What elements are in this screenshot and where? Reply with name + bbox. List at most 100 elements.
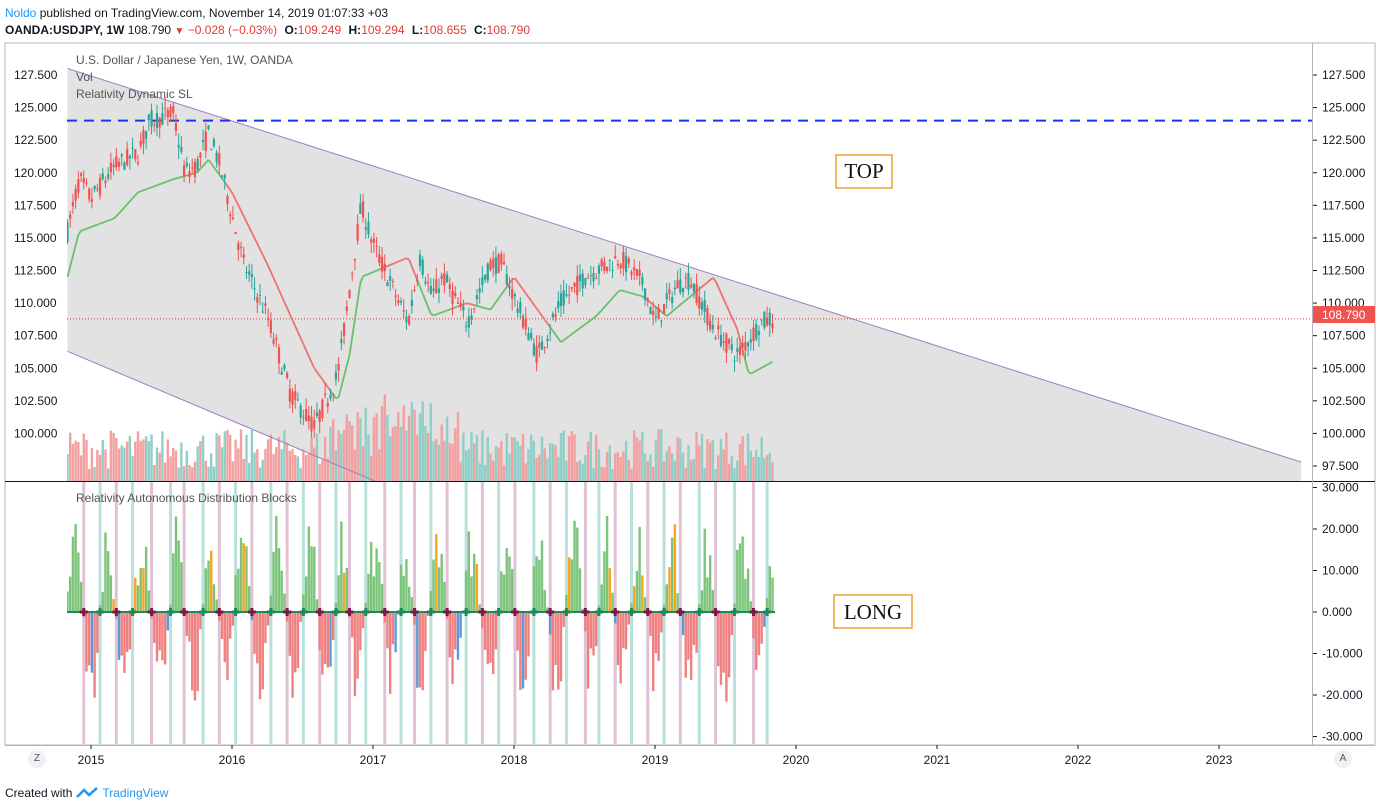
volume-bar — [326, 458, 330, 481]
time-axis[interactable]: 2015 2016 2017 2018 2019 2020 2021 2022 2023 — [78, 745, 1233, 767]
candle-body — [565, 293, 568, 296]
long-signal-marker — [594, 608, 603, 616]
candle-body — [367, 221, 370, 235]
histogram-bar — [622, 612, 625, 648]
sl-segment — [213, 166, 218, 172]
sl-segment — [278, 289, 283, 297]
volume-bar — [489, 453, 492, 481]
histogram-bar — [275, 515, 278, 612]
sl-segment — [530, 300, 535, 306]
candle-body — [223, 175, 226, 179]
volume-bar — [142, 439, 145, 481]
auto-scale-button[interactable]: A — [1334, 750, 1352, 768]
histogram-bar — [326, 612, 330, 668]
sl-segment — [229, 189, 234, 195]
sl-segment — [747, 370, 752, 375]
sl-segment — [476, 304, 480, 308]
indicator-tick-label: 0.000 — [1322, 605, 1352, 619]
volume-bar — [174, 450, 178, 481]
histogram-bar — [161, 612, 164, 661]
candle-body — [191, 167, 194, 169]
volume-bar — [199, 441, 202, 481]
histogram-bar — [210, 550, 213, 612]
zoom-button[interactable]: Z — [28, 750, 46, 768]
candle-body — [226, 196, 229, 205]
candle-body — [692, 283, 695, 292]
candle-body — [443, 273, 446, 286]
candle-body — [210, 149, 213, 151]
channel-fill — [67, 68, 1302, 481]
indicator-axis[interactable]: 30.000 20.000 10.000 0.000 -10.000 -20.000 -30… — [1313, 481, 1363, 744]
candle-body — [305, 409, 308, 422]
sl-segment — [167, 179, 171, 183]
candle-body — [310, 416, 313, 432]
volume-bar — [763, 457, 766, 481]
candle-body — [123, 162, 126, 170]
volume-bar — [725, 432, 728, 481]
candle-body — [286, 372, 289, 379]
candle-body — [397, 300, 400, 304]
author-link[interactable]: Noldo — [5, 6, 37, 20]
sl-segment — [134, 191, 139, 196]
volume-bar — [757, 457, 761, 481]
volume-bar — [242, 458, 245, 481]
support-trendline[interactable] — [67, 350, 432, 505]
candles — [67, 96, 774, 438]
volume-bar — [228, 434, 232, 481]
long-annotation[interactable]: LONG — [833, 594, 913, 629]
volume-bar — [93, 467, 96, 481]
candle-body — [440, 275, 443, 280]
short-signal-marker — [546, 608, 555, 616]
volume-bar — [161, 431, 164, 481]
long-signal-marker — [627, 608, 636, 616]
volume-bar — [532, 440, 536, 481]
candle-body — [467, 316, 470, 328]
sl-segment — [636, 293, 640, 297]
histogram-bar — [437, 567, 441, 612]
volume-bar — [616, 451, 620, 481]
sl-segment — [766, 362, 771, 366]
histogram-bar — [475, 564, 479, 612]
histogram-bar — [67, 591, 69, 612]
histogram-bar — [510, 568, 514, 612]
histogram-bar — [611, 592, 614, 612]
histogram-bar — [407, 586, 411, 612]
candle-body — [549, 332, 552, 334]
sl-segment — [240, 210, 245, 217]
candle-body — [540, 341, 544, 350]
volume-bar — [302, 449, 305, 481]
candle-body — [600, 259, 603, 267]
candle-body — [193, 162, 197, 178]
candle-body — [201, 140, 205, 142]
volume-bar — [437, 444, 441, 481]
volume-bar — [220, 447, 224, 481]
candle-body — [502, 262, 506, 265]
histogram-bar — [353, 612, 357, 697]
top-annotation[interactable]: TOP — [835, 154, 893, 189]
short-signal-marker — [749, 608, 758, 616]
time-tick-label: 2022 — [1065, 753, 1092, 767]
volume-bar — [307, 453, 311, 481]
histogram-bar — [356, 612, 359, 679]
resistance-trendline[interactable] — [67, 68, 1302, 463]
sl-segment — [267, 265, 272, 273]
candle-body — [638, 269, 641, 277]
volume-bar — [364, 407, 367, 481]
footer-brand[interactable]: TradingView — [102, 786, 169, 800]
histogram-bar — [74, 523, 77, 612]
long-signal-marker — [462, 608, 471, 616]
candle-body — [738, 346, 742, 355]
candle-body — [115, 156, 118, 168]
volume-bar — [294, 455, 297, 481]
histogram-bar — [174, 516, 178, 612]
high-value: 109.294 — [361, 23, 405, 37]
sl-segment — [113, 215, 117, 220]
sl-segment — [110, 217, 114, 221]
dynamic-sl-line — [67, 159, 773, 400]
candle-body — [592, 273, 595, 282]
candle-body — [459, 302, 462, 308]
histogram-bar — [440, 553, 443, 612]
histogram-bar — [605, 515, 609, 612]
volume-bar — [475, 435, 479, 481]
